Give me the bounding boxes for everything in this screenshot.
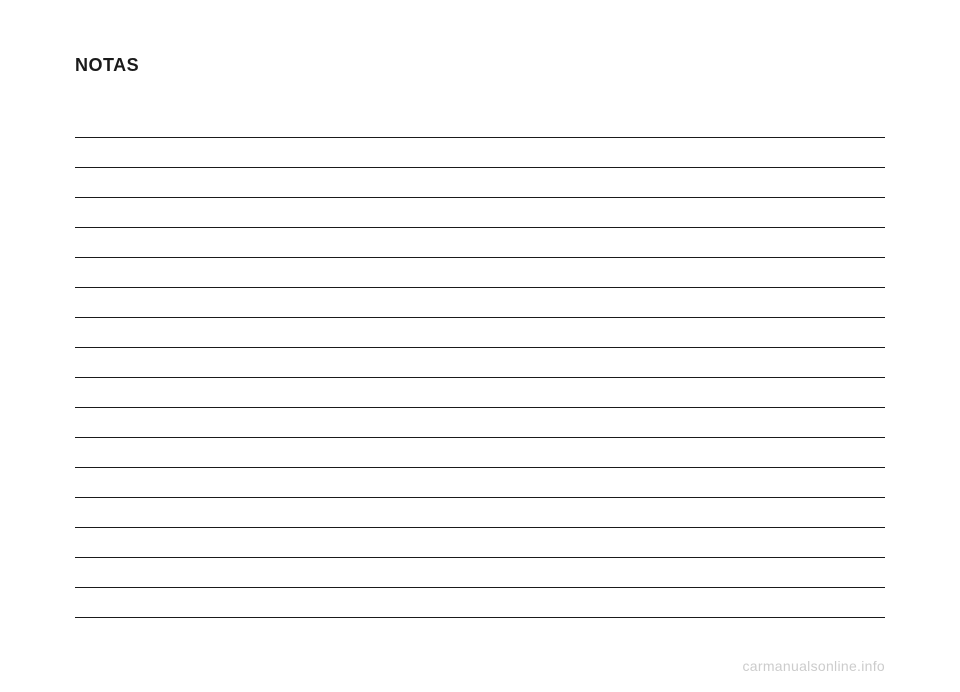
note-line — [75, 378, 885, 408]
note-line — [75, 528, 885, 558]
note-line — [75, 498, 885, 528]
note-line — [75, 228, 885, 258]
note-line — [75, 438, 885, 468]
note-line — [75, 138, 885, 168]
notes-page: NOTAS carmanualsonline.info — [0, 0, 960, 692]
watermark-text: carmanualsonline.info — [743, 658, 886, 674]
note-line — [75, 558, 885, 588]
note-line — [75, 258, 885, 288]
note-line — [75, 408, 885, 438]
note-line — [75, 198, 885, 228]
note-line — [75, 318, 885, 348]
note-lines-container — [75, 108, 885, 618]
page-heading: NOTAS — [75, 55, 885, 76]
note-line — [75, 288, 885, 318]
note-line — [75, 588, 885, 618]
note-line — [75, 468, 885, 498]
note-line — [75, 168, 885, 198]
note-line — [75, 108, 885, 138]
note-line — [75, 348, 885, 378]
